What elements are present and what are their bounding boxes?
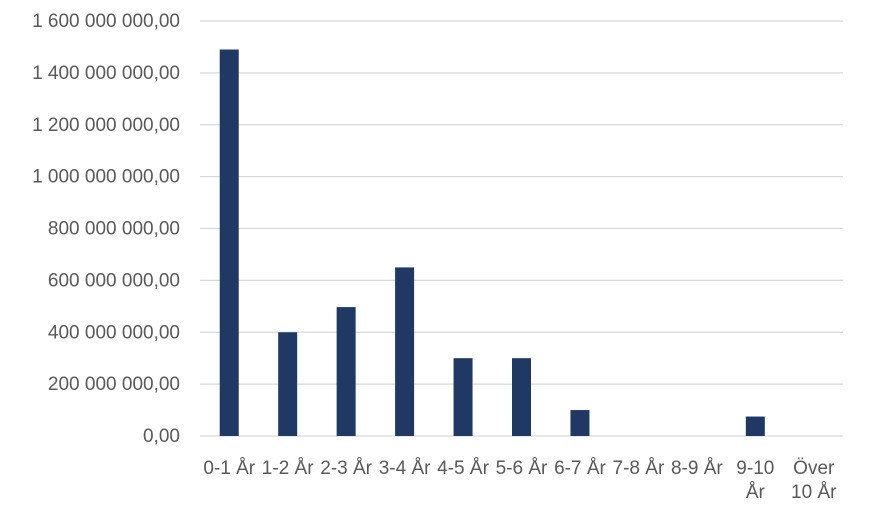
x-tick-label: Över 10 År (791, 458, 837, 503)
bar (219, 49, 239, 436)
x-tick-label: 1-2 År (262, 458, 314, 479)
y-tick-label: 600 000 000,00 (48, 270, 180, 291)
y-tick-label: 1 600 000 000,00 (32, 11, 180, 32)
y-tick-label: 1 200 000 000,00 (32, 115, 180, 136)
y-tick-label: 1 000 000 000,00 (32, 167, 180, 188)
y-tick-label: 0,00 (143, 426, 180, 447)
x-tick-label: 5-6 År (496, 458, 548, 479)
gridlines (200, 20, 843, 437)
y-axis-tick-labels: 0,00 200 000 000,00 400 000 000,00 600 000 … (32, 11, 180, 447)
x-axis-tick-labels: 0-1 År 1-2 År 2-3 År 3-4 År 4-5 År 5-6 År 6-7 … (203, 458, 837, 503)
x-tick-label: 8-9 År (671, 458, 723, 479)
x-tick-label: 3-4 År (379, 458, 431, 479)
x-tick-label: 4-5 År (437, 458, 489, 479)
bar (336, 307, 356, 436)
y-tick-label: 200 000 000,00 (48, 374, 180, 395)
x-tick-label: 0-1 År (203, 458, 255, 479)
bars (219, 49, 765, 436)
bar (745, 416, 765, 436)
bar (512, 358, 531, 436)
bar (278, 332, 298, 436)
y-tick-label: 800 000 000,00 (48, 219, 180, 240)
x-tick-label: 6-7 År (554, 458, 606, 479)
bar (570, 410, 590, 436)
bar (453, 358, 473, 436)
y-tick-label: 400 000 000,00 (48, 322, 180, 343)
x-tick-label: 2-3 År (320, 458, 372, 479)
bar (395, 267, 415, 436)
x-tick-label: 9-10 År (736, 458, 774, 503)
y-tick-label: 1 400 000 000,00 (32, 63, 180, 84)
x-tick-label: 7-8 År (613, 458, 665, 479)
